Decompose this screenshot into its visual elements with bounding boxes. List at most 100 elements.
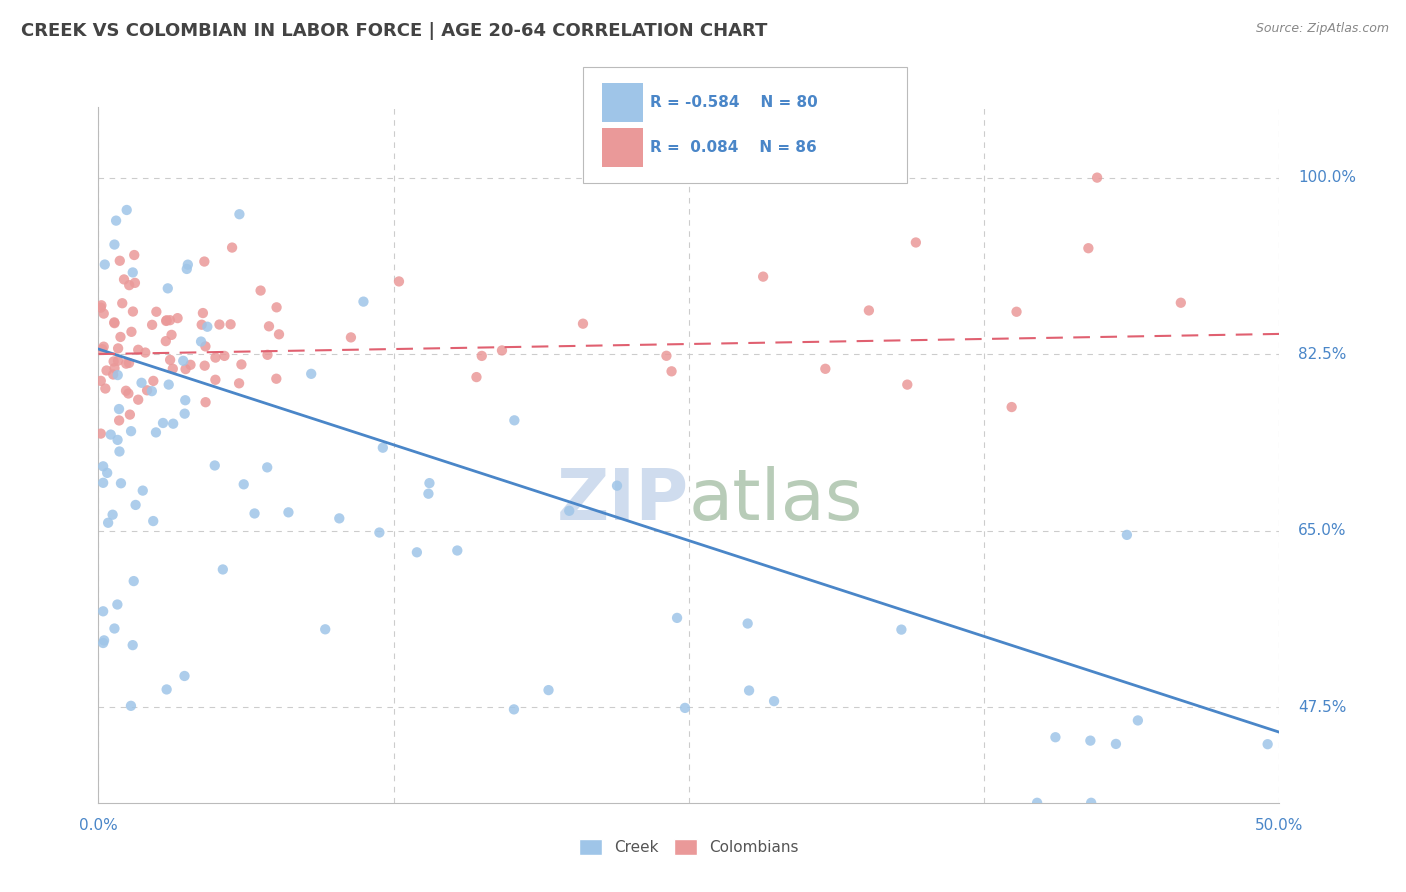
Point [858, 303, 880, 318]
Point [1026, 796, 1049, 810]
Point [1045, 730, 1067, 744]
Point [107, 353, 129, 368]
Point [173, 669, 195, 683]
Point [121, 265, 143, 279]
Legend: Creek, Colombians: Creek, Colombians [574, 833, 804, 862]
Point [91, 459, 114, 474]
Point [103, 237, 125, 252]
Point [673, 701, 696, 715]
Point [194, 359, 217, 373]
Point [299, 367, 322, 381]
Point [446, 543, 468, 558]
Point [159, 352, 181, 367]
Point [211, 562, 233, 576]
Point [738, 683, 761, 698]
Point [91, 636, 114, 650]
Point [120, 698, 142, 713]
Point [1105, 737, 1128, 751]
Point [256, 460, 278, 475]
Point [132, 483, 155, 498]
Point [491, 343, 513, 358]
Point [105, 598, 128, 612]
Point [193, 254, 215, 268]
Point [117, 386, 139, 401]
Point [96, 363, 118, 377]
Point [108, 444, 131, 458]
Point [103, 354, 125, 368]
Point [228, 376, 250, 391]
Text: 50.0%: 50.0% [1256, 818, 1303, 833]
Point [103, 316, 125, 330]
Point [208, 318, 231, 332]
Point [134, 345, 156, 359]
Point [118, 356, 141, 370]
Point [122, 248, 145, 262]
Point [752, 269, 775, 284]
Point [121, 638, 143, 652]
Point [890, 623, 912, 637]
Point [406, 545, 429, 559]
Point [1005, 305, 1028, 319]
Point [503, 413, 526, 427]
Point [155, 314, 177, 328]
Text: 65.0%: 65.0% [1298, 523, 1347, 538]
Text: R = -0.584    N = 80: R = -0.584 N = 80 [650, 95, 817, 110]
Point [120, 424, 142, 438]
Point [204, 351, 226, 365]
Point [214, 349, 236, 363]
Point [101, 368, 124, 382]
Point [155, 334, 177, 348]
Point [156, 682, 179, 697]
Point [90, 301, 112, 315]
Point [127, 392, 149, 407]
Text: atlas: atlas [689, 466, 863, 535]
Point [122, 574, 145, 588]
Point [1170, 295, 1192, 310]
Point [115, 202, 138, 217]
Point [666, 611, 689, 625]
Point [655, 349, 678, 363]
Point [371, 441, 394, 455]
Point [537, 683, 560, 698]
Point [107, 433, 129, 447]
Point [115, 384, 138, 398]
Point [503, 702, 526, 716]
Point [904, 235, 927, 250]
Point [118, 278, 141, 293]
Point [174, 393, 197, 408]
Point [328, 511, 350, 525]
Point [368, 525, 391, 540]
Point [93, 633, 115, 648]
Point [91, 475, 114, 490]
Point [814, 361, 837, 376]
Point [249, 284, 271, 298]
Point [162, 417, 184, 431]
Point [1085, 170, 1108, 185]
Point [97, 516, 120, 530]
Point [93, 307, 115, 321]
Point [107, 368, 129, 382]
Point [558, 504, 581, 518]
Point [111, 296, 134, 310]
Point [266, 301, 288, 315]
Point [118, 408, 141, 422]
Point [90, 298, 112, 312]
Point [91, 604, 114, 618]
Point [195, 319, 218, 334]
Point [145, 425, 167, 440]
Point [101, 508, 124, 522]
Point [110, 476, 132, 491]
Point [105, 213, 128, 227]
Point [231, 358, 253, 372]
Point [166, 311, 188, 326]
Point [267, 327, 290, 342]
Point [127, 343, 149, 357]
Text: 100.0%: 100.0% [1298, 170, 1357, 186]
Point [176, 262, 198, 277]
Point [465, 370, 488, 384]
Point [124, 498, 146, 512]
Point [257, 319, 280, 334]
Point [179, 358, 201, 372]
Point [194, 395, 217, 409]
Point [156, 313, 179, 327]
